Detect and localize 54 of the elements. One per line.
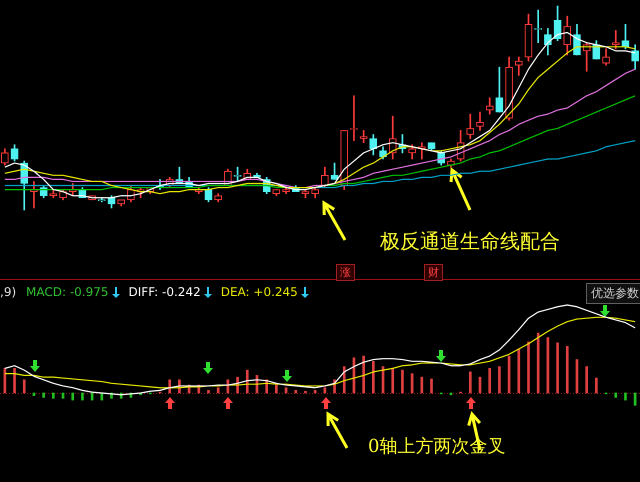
text: 涨 xyxy=(336,264,355,281)
bar xyxy=(546,337,550,394)
bar xyxy=(42,392,45,398)
bar xyxy=(595,378,598,394)
bar xyxy=(556,342,559,394)
bar xyxy=(314,390,316,394)
bar xyxy=(90,392,94,400)
bar xyxy=(401,370,404,394)
bar xyxy=(634,392,636,406)
text: ,9) xyxy=(0,285,16,299)
bar xyxy=(4,368,6,394)
bar xyxy=(508,356,510,394)
candlestick xyxy=(476,112,484,131)
bar xyxy=(372,360,375,394)
text: 优选参数 xyxy=(586,283,640,304)
bar xyxy=(566,346,569,394)
bar xyxy=(527,342,530,394)
bar xyxy=(52,392,55,399)
bar xyxy=(304,390,307,394)
bar xyxy=(207,390,210,394)
bar xyxy=(284,387,288,394)
text: MACD: -0.975 xyxy=(26,285,110,299)
bar xyxy=(275,384,278,394)
text: 0轴上方两次金叉 xyxy=(368,435,506,458)
bar xyxy=(324,387,326,394)
bar xyxy=(216,387,220,394)
bar xyxy=(488,368,492,394)
bar xyxy=(391,368,394,394)
bar xyxy=(498,366,501,394)
bar xyxy=(62,392,64,399)
text: 财 xyxy=(424,264,443,281)
text: DIFF: -0.242 xyxy=(128,285,202,299)
bar xyxy=(294,390,298,394)
bar xyxy=(81,392,84,400)
bar xyxy=(430,378,433,394)
bar xyxy=(536,332,540,394)
bar xyxy=(468,372,472,394)
bar xyxy=(420,376,424,394)
bar xyxy=(478,376,482,394)
text: 极反通道生命线配合 xyxy=(380,228,560,255)
bar xyxy=(624,392,627,400)
bar xyxy=(585,366,588,394)
bar xyxy=(517,348,520,394)
bar xyxy=(71,392,74,400)
bar xyxy=(450,392,452,396)
bar xyxy=(382,366,384,394)
bar xyxy=(614,392,618,398)
bar xyxy=(576,359,578,394)
bar xyxy=(32,392,36,396)
bar xyxy=(22,379,26,394)
bar xyxy=(13,368,16,394)
bar xyxy=(410,373,414,394)
text: DEA: +0.245 xyxy=(220,285,299,299)
bar xyxy=(352,357,356,394)
